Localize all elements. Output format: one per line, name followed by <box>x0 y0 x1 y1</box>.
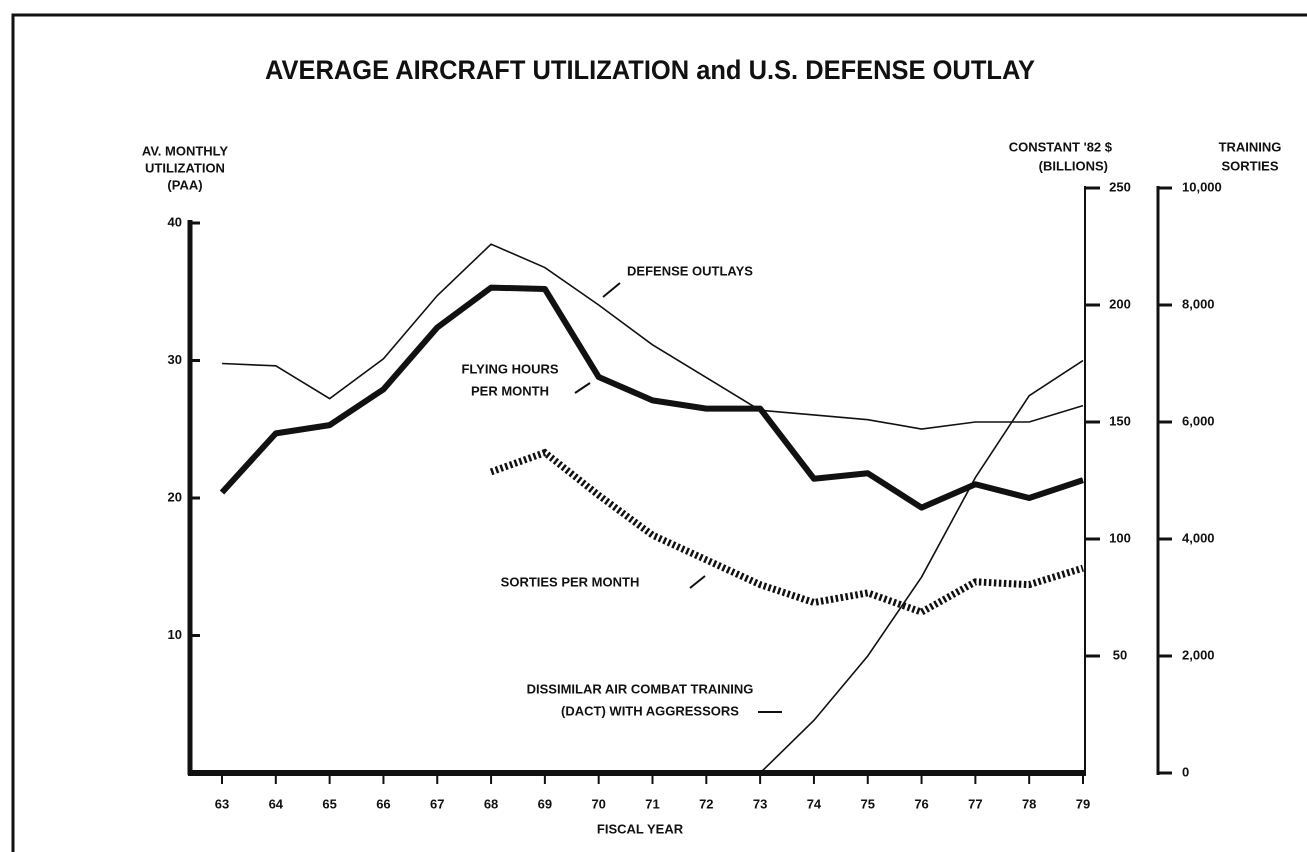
y3-tick-label: 8,000 <box>1182 296 1215 311</box>
series-label: SORTIES PER MONTH <box>501 574 640 589</box>
leader-lines <box>574 282 782 713</box>
y-tick-label: 20 <box>168 489 182 504</box>
data-line <box>219 284 1084 511</box>
x-tick-label: 64 <box>269 796 284 811</box>
y-tick-label: 40 <box>168 214 182 229</box>
x-tick-label: 71 <box>645 796 659 811</box>
y3-tick-label: 0 <box>1182 764 1189 779</box>
x-tick-label: 78 <box>1022 796 1036 811</box>
series-label: PER MONTH <box>471 383 549 398</box>
y2-tick-label: 50 <box>1113 647 1127 662</box>
y2-tick-label: 200 <box>1109 296 1131 311</box>
x-tick-label: 69 <box>538 796 552 811</box>
y-tick-label: 30 <box>168 352 182 367</box>
x-tick-label: 79 <box>1076 796 1090 811</box>
data-line <box>489 448 1085 616</box>
x-tick-label: 76 <box>914 796 928 811</box>
chart-title: AVERAGE AIRCRAFT UTILIZATION and U.S. DE… <box>265 55 1035 85</box>
leader-line <box>574 382 591 394</box>
y3-tick-label: 2,000 <box>1182 647 1215 662</box>
series-label: FLYING HOURS <box>461 361 558 376</box>
y2-tick-label: 250 <box>1109 179 1131 194</box>
y2-tick-label: 150 <box>1109 413 1131 428</box>
x-axis-title: FISCAL YEAR <box>597 821 684 836</box>
x-tick-label: 68 <box>484 796 498 811</box>
y2-axis-title: CONSTANT '82 $ <box>1009 139 1113 154</box>
y3-tick-label: 4,000 <box>1182 530 1215 545</box>
y-axis-title: AV. MONTHLY <box>142 143 229 158</box>
leader-line <box>602 282 621 298</box>
y-axis-title: UTILIZATION <box>145 160 225 175</box>
x-tick-label: 67 <box>430 796 444 811</box>
series-label: DEFENSE OUTLAYS <box>627 263 753 278</box>
frame <box>11 13 1307 852</box>
y3-tick-label: 6,000 <box>1182 413 1215 428</box>
y2-tick-label: 100 <box>1109 530 1131 545</box>
x-tick-label: 73 <box>753 796 767 811</box>
x-tick-label: 75 <box>861 796 875 811</box>
y-axis-title: (PAA) <box>167 177 202 192</box>
data-line <box>221 243 1084 430</box>
series-label: DISSIMILAR AIR COMBAT TRAINING <box>527 681 754 696</box>
x-tick-label: 72 <box>699 796 713 811</box>
x-tick-label: 77 <box>968 796 982 811</box>
y3-axis-title: TRAINING <box>1219 139 1282 154</box>
x-tick-label: 74 <box>807 796 822 811</box>
leader-line <box>689 575 706 589</box>
series-label: (DACT) WITH AGGRESSORS <box>561 703 739 718</box>
x-tick-label: 70 <box>591 796 605 811</box>
data-line <box>759 359 1084 774</box>
y-tick-label: 10 <box>168 627 182 642</box>
y2-axis-title: (BILLIONS) <box>1039 158 1108 173</box>
y3-tick-label: 10,000 <box>1182 179 1222 194</box>
x-tick-label: 66 <box>376 796 390 811</box>
x-tick-label: 63 <box>215 796 229 811</box>
y3-axis-title: SORTIES <box>1221 158 1278 173</box>
x-tick-label: 65 <box>322 796 336 811</box>
